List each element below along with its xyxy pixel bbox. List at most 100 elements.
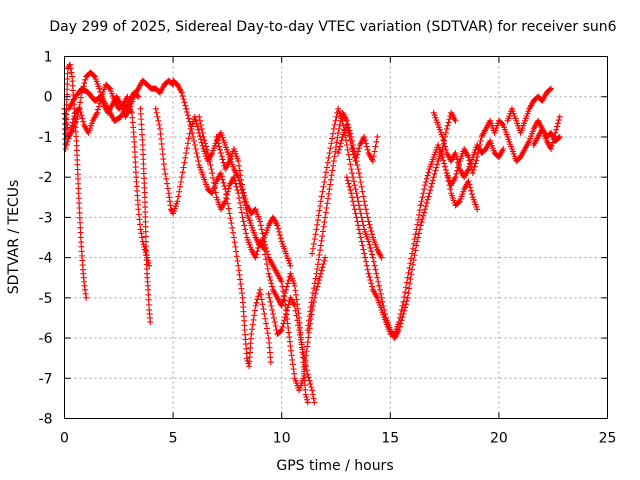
data-point [455,162,462,169]
data-point [548,146,555,153]
data-point [345,151,352,158]
data-point [141,246,148,253]
data-point [177,178,184,185]
data-point [260,234,267,241]
data-point [362,258,369,265]
data-point [314,217,321,224]
data-point [159,151,166,158]
data-point [407,276,414,283]
data-point [253,299,260,306]
data-point [256,286,263,293]
data-point [298,341,305,348]
data-point [255,244,262,251]
data-point [329,135,336,142]
data-point [211,184,218,191]
data-point [352,210,359,217]
data-point [344,146,351,153]
data-point [301,355,308,362]
data-point [183,150,190,157]
data-point [372,143,379,150]
data-point [499,121,506,128]
data-point [332,148,339,155]
data-point [310,240,317,247]
data-point [351,206,358,213]
data-point [184,112,191,119]
data-point [446,116,453,123]
data-point [319,188,326,195]
data-point [356,170,363,177]
y-tick-label: -3 [39,210,53,226]
data-point [234,187,241,194]
data-point [263,320,270,327]
data-point [330,162,337,169]
data-point [353,154,360,161]
data-point [185,135,192,142]
data-point [208,166,215,173]
data-point [226,210,233,217]
data-point [346,156,353,163]
data-point [454,156,461,163]
data-point [217,146,224,153]
data-point [348,141,355,148]
data-point [353,190,360,197]
data-point [147,318,154,325]
data-point [357,234,364,241]
data-point [318,237,325,244]
data-point [307,380,314,387]
data-point [349,198,356,205]
data-point [316,207,323,214]
data-point [233,253,240,260]
data-point [323,164,330,171]
data-point [230,229,237,236]
data-point [217,150,224,157]
data-point [197,121,204,128]
data-point [190,133,197,140]
data-point [236,167,243,174]
data-point [279,283,286,290]
data-point [69,119,76,126]
data-point [81,282,88,289]
data-point [145,291,152,298]
data-point [309,290,316,297]
data-point [74,113,81,120]
data-point [283,307,290,314]
data-point [350,202,357,209]
data-point [225,185,232,192]
data-point [417,222,424,229]
data-point [238,290,245,297]
data-point [360,222,367,229]
data-point [418,219,425,226]
data-point [325,190,332,197]
data-point [354,218,361,225]
data-point [259,301,266,308]
data-point [313,226,320,233]
data-point [370,258,377,265]
data-point [192,117,199,124]
data-point [399,302,406,309]
data-point [94,106,101,113]
data-point [70,116,77,123]
data-point [409,245,416,252]
data-point [258,296,265,303]
data-point [418,198,425,205]
data-point [67,65,74,72]
data-point [361,250,368,257]
data-point [192,146,199,153]
data-point [320,261,327,268]
data-point [442,146,449,153]
data-point [396,314,403,321]
data-point [304,371,311,378]
data-point [312,290,319,297]
data-point [252,302,259,309]
data-point [355,198,362,205]
data-point [287,262,294,269]
data-point [305,374,312,381]
data-point [188,125,195,132]
data-point [432,167,439,174]
data-point [271,318,278,325]
data-point [269,283,276,290]
data-point [78,94,85,101]
data-point [467,184,474,191]
data-point [299,346,306,353]
data-point [355,166,362,173]
